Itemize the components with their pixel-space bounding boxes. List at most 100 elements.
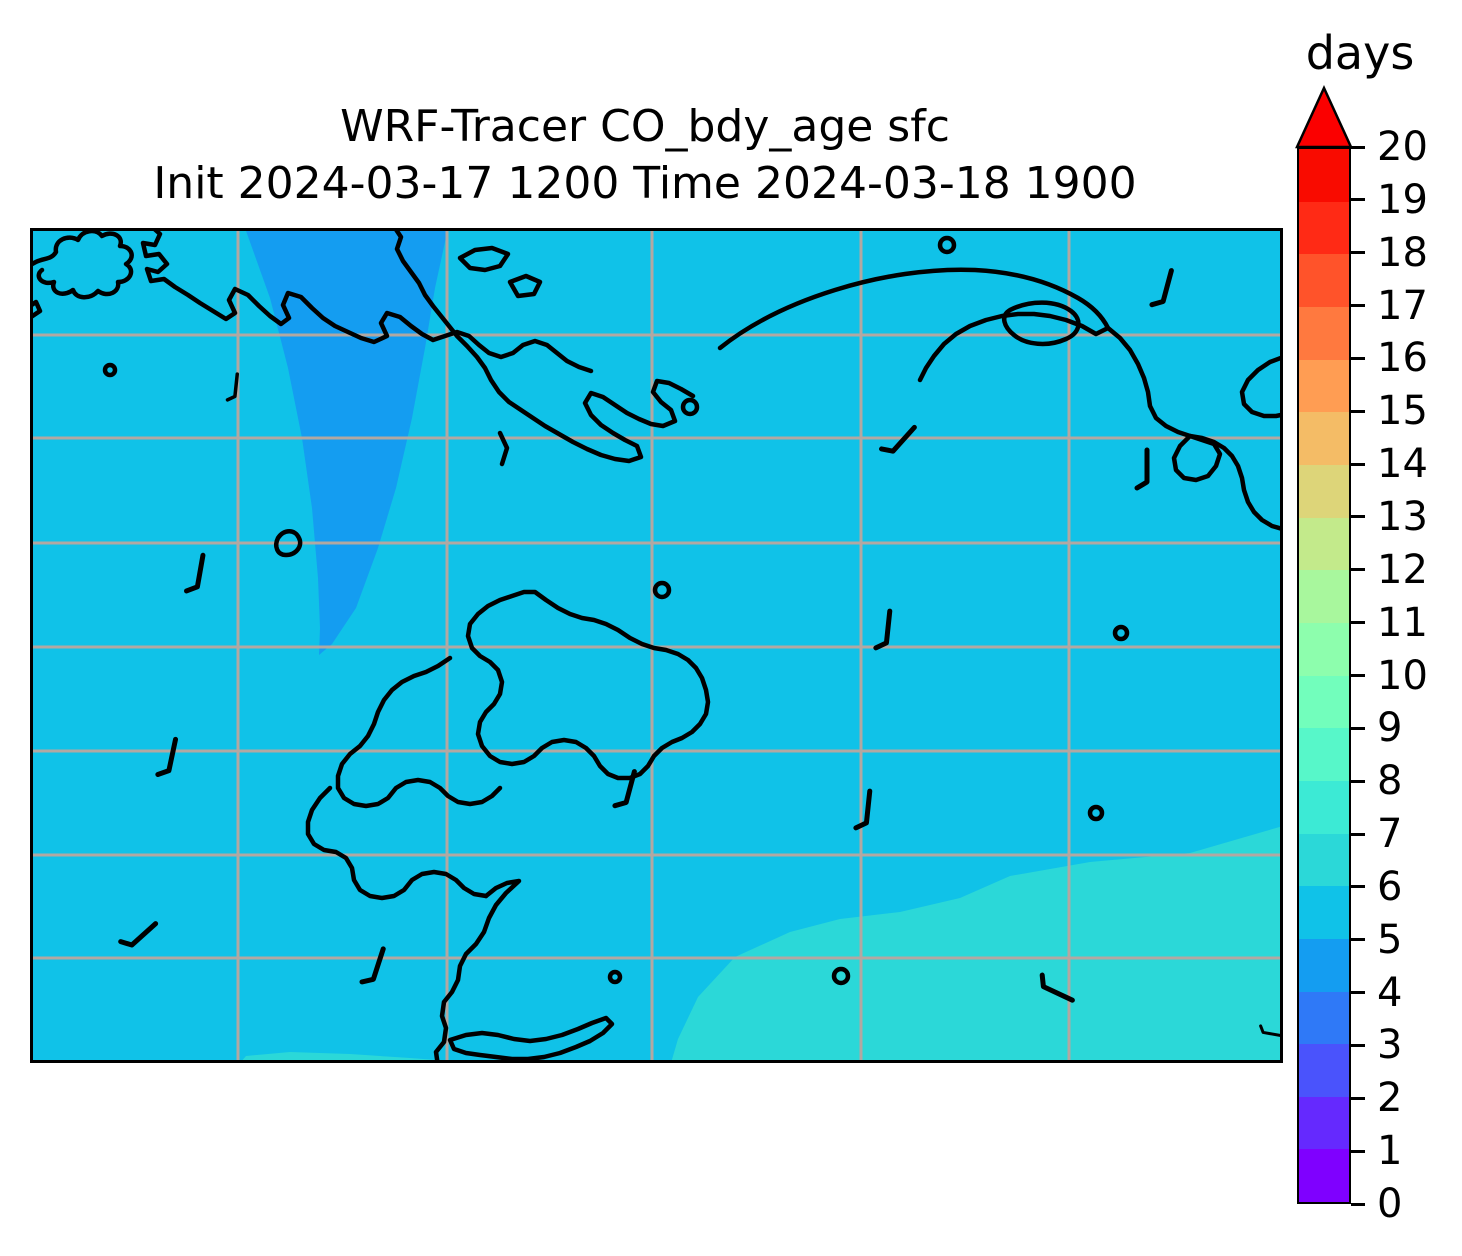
colorbar-label: days <box>1305 26 1415 80</box>
colorbar-tick-label: 3 <box>1377 1022 1403 1069</box>
wind-barb <box>612 769 637 809</box>
wind-barb <box>879 424 917 454</box>
coastline <box>305 785 489 901</box>
calm-wind-circle <box>1112 624 1130 642</box>
colorbar-tick-mark <box>1351 251 1365 255</box>
colorbar-tick-mark <box>1351 1202 1365 1206</box>
colorbar-tick-mark <box>1351 885 1365 889</box>
colorbar-tick-label: 13 <box>1377 493 1428 540</box>
colorbar-tick-mark <box>1351 304 1365 308</box>
colorbar-segment <box>1299 359 1349 413</box>
title-block: WRF-Tracer CO_bdy_age sfc Init 2024-03-1… <box>0 98 1290 212</box>
colorbar-segment <box>1299 622 1349 676</box>
colorbar-tick-label: 20 <box>1377 124 1428 170</box>
colorbar-segment <box>1299 149 1349 202</box>
colorbar-tick-mark <box>1351 462 1365 466</box>
coastline <box>433 878 522 1063</box>
colorbar-tick-mark <box>1351 409 1365 413</box>
field-patch-6-7-days <box>671 826 1283 1063</box>
colorbar-segment <box>1299 991 1349 1045</box>
colorbar-segment <box>1299 938 1349 992</box>
map-border <box>30 228 1283 1063</box>
colorbar-tick-mark <box>1351 938 1365 942</box>
colorbar-tick-mark <box>1351 515 1365 519</box>
coastline <box>335 655 503 809</box>
colorbar-tick-label: 5 <box>1377 916 1403 963</box>
wind-barb <box>225 372 239 402</box>
colorbar-extend-arrow <box>1295 85 1353 149</box>
wind-barb <box>1134 447 1150 491</box>
plot-title: WRF-Tracer CO_bdy_age sfc <box>340 101 950 152</box>
colorbar-segment <box>1299 1149 1349 1203</box>
colorbar-tick-label: 16 <box>1377 335 1428 382</box>
wind-barb <box>1039 972 1075 1003</box>
map-plot <box>30 228 1283 1063</box>
colorbar-tick-label: 9 <box>1377 705 1403 752</box>
wind-barb <box>1149 268 1174 308</box>
calm-wind-circle <box>937 235 957 255</box>
colorbar-tick-label: 1 <box>1377 1128 1403 1175</box>
colorbar-tick-label: 8 <box>1377 758 1403 805</box>
colorbar-tick-mark <box>1351 726 1365 730</box>
colorbar-tick-label: 14 <box>1377 441 1428 488</box>
colorbar-segment <box>1299 517 1349 571</box>
colorbar-tick-label: 10 <box>1377 652 1428 699</box>
colorbar-tick-label: 12 <box>1377 546 1428 593</box>
calm-wind-circle <box>607 969 623 985</box>
colorbar-segment <box>1299 201 1349 255</box>
colorbar-tick-mark <box>1351 568 1365 572</box>
colorbar-tick-label: 2 <box>1377 1075 1403 1122</box>
colorbar-segment <box>1299 570 1349 623</box>
colorbar-tick-mark <box>1351 1149 1365 1153</box>
colorbar-tick-mark <box>1351 1043 1365 1047</box>
colorbar-tick-label: 4 <box>1377 969 1403 1016</box>
wind-barb <box>155 736 179 777</box>
coastline <box>507 273 543 299</box>
colorbar-tick-mark <box>1351 1096 1365 1100</box>
coastline <box>465 589 711 781</box>
colorbar-tick-label: 7 <box>1377 811 1403 858</box>
colorbar-tick-mark <box>1351 674 1365 677</box>
colorbar-segment <box>1299 886 1349 939</box>
wind-barb <box>359 946 386 985</box>
plot-subtitle: Init 2024-03-17 1200 Time 2024-03-18 190… <box>153 158 1137 209</box>
colorbar <box>1297 147 1351 1204</box>
coastline <box>392 228 696 464</box>
colorbar-segment <box>1299 412 1349 465</box>
coastline <box>497 430 510 467</box>
colorbar-tick-label: 18 <box>1377 229 1428 276</box>
colorbar-tick-label: 0 <box>1377 1181 1403 1227</box>
coastline <box>274 529 303 558</box>
wind-barb <box>184 552 206 594</box>
wind-barb <box>873 608 893 651</box>
colorbar-tick-label: 11 <box>1377 599 1428 646</box>
colorbar-segment <box>1299 675 1349 729</box>
colorbar-tick-label: 19 <box>1377 176 1428 223</box>
colorbar-segment <box>1299 1096 1349 1150</box>
colorbar-segment <box>1299 1044 1349 1097</box>
calm-wind-circle <box>680 397 700 417</box>
colorbar-segment <box>1299 728 1349 781</box>
coastline <box>140 228 594 374</box>
calm-wind-circle <box>652 580 672 600</box>
wind-barb <box>853 788 873 831</box>
calm-wind-circle <box>831 966 851 986</box>
coastline <box>457 245 511 273</box>
colorbar-segment <box>1299 464 1349 518</box>
coastline <box>717 267 1111 383</box>
coastline <box>447 1015 615 1062</box>
colorbar-tick-mark <box>1351 621 1365 625</box>
wind-barb <box>1259 1024 1283 1038</box>
colorbar-tick-label: 15 <box>1377 388 1428 435</box>
colorbar-segment <box>1299 306 1349 360</box>
coastline <box>1001 300 1081 347</box>
coastline <box>1239 354 1283 419</box>
colorbar-tick-mark <box>1351 198 1365 202</box>
colorbar-tick-mark <box>1351 991 1365 995</box>
coastline <box>1171 433 1223 483</box>
colorbar-segment <box>1299 833 1349 887</box>
calm-wind-circle <box>1087 804 1105 822</box>
colorbar-tick-mark <box>1351 145 1365 149</box>
wind-barb <box>118 921 159 948</box>
